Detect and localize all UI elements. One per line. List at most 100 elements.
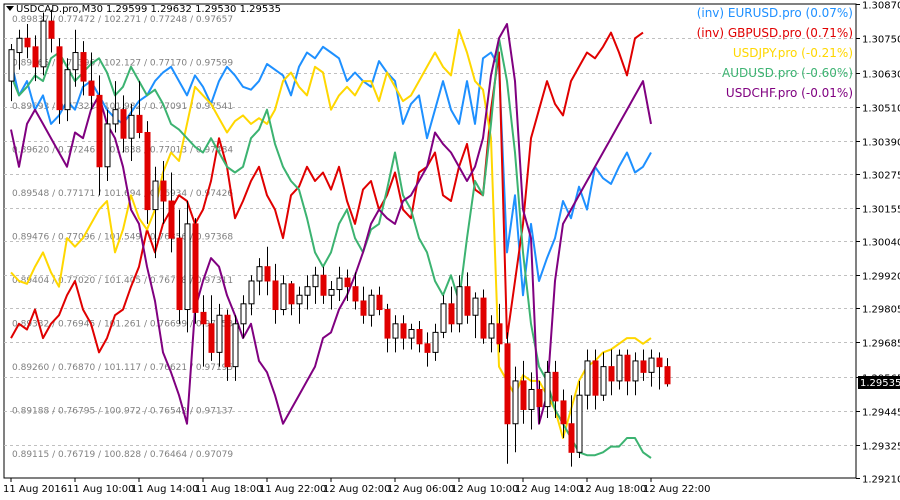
overlay-scale-label: 0.89620 / 0.77246 / 101.838 / 0.77013 / …	[12, 146, 233, 156]
candle-body-down	[384, 309, 391, 339]
series-line-usdjpy-pro	[10, 28, 652, 439]
candle-body-down	[136, 114, 143, 133]
candle	[576, 380, 583, 459]
candle	[320, 266, 327, 304]
candle	[360, 286, 367, 324]
x-tick-label: 12 Aug 10:00	[451, 484, 518, 495]
candle	[304, 275, 311, 310]
legend-entry: USDCHF.pro (-0.01%)	[726, 86, 853, 100]
candle-body-down	[640, 360, 647, 373]
candle-body-down	[608, 366, 615, 382]
candle-body-down	[56, 46, 63, 111]
candle-body-down	[144, 131, 151, 211]
candle	[408, 323, 415, 350]
header: USDCAD.pro,M30 1.29599 1.29632 1.29530 1…	[6, 4, 281, 15]
candle	[496, 303, 503, 353]
overlay-scale-label: 0.89188 / 0.76795 / 100.972 / 0.76542 / …	[12, 407, 233, 417]
candle	[464, 272, 471, 324]
candle-body-down	[32, 46, 39, 68]
candle	[80, 41, 87, 96]
candle	[632, 352, 639, 396]
candle-body-down	[224, 314, 231, 368]
y-tick-label: 1.29685	[862, 339, 900, 350]
current-price-marker: 1.29535	[858, 376, 900, 389]
candle-body-up	[72, 52, 79, 71]
y-tick-label: 1.30630	[862, 70, 900, 81]
candle-body-up	[392, 323, 399, 339]
candle	[608, 349, 615, 396]
legend-entry: (inv) GBPUSD.pro (0.71%)	[697, 26, 853, 40]
candle-body-down	[160, 180, 167, 202]
candle	[528, 372, 535, 430]
candle	[8, 43, 15, 102]
candle-body-down	[320, 274, 327, 296]
overlay-scale-labels: 0.89837 / 0.77472 / 102.271 / 0.77248 / …	[12, 15, 233, 460]
candle	[64, 58, 71, 122]
candle	[592, 349, 599, 410]
candle	[120, 95, 127, 153]
y-tick-label: 1.30275	[862, 171, 900, 182]
candle-body-up	[16, 37, 23, 54]
candle-body-down	[520, 380, 527, 410]
candle-body-up	[184, 223, 191, 311]
candle	[280, 275, 287, 316]
candle	[584, 349, 591, 410]
candle-body-up	[296, 294, 303, 305]
candle-body-up	[432, 331, 439, 353]
candles	[8, 9, 671, 467]
candle	[232, 315, 239, 381]
series-line-inv-gbpusd-pro	[10, 31, 644, 354]
candle	[560, 389, 567, 439]
candle-body-up	[616, 354, 623, 382]
candle	[176, 209, 183, 324]
candle	[376, 286, 383, 316]
candle	[32, 35, 39, 82]
candle-body-up	[512, 380, 519, 425]
x-tick-label: 11 Aug 14:00	[131, 484, 198, 495]
overlay-scale-label: 0.89332 / 0.76945 / 101.261 / 0.76699 / …	[12, 320, 233, 330]
candle	[216, 303, 223, 367]
y-tick-label: 1.30870	[862, 1, 900, 12]
candle-body-down	[80, 52, 87, 82]
candle-body-up	[280, 283, 287, 311]
candle-body-down	[480, 297, 487, 339]
candle	[328, 280, 335, 310]
candle	[256, 258, 263, 296]
candle	[152, 166, 159, 259]
candle-body-up	[40, 20, 47, 68]
x-tick-label: 12 Aug 14:00	[515, 484, 582, 495]
candle	[16, 29, 23, 70]
candle-body-up	[472, 297, 479, 316]
candle-body-up	[232, 323, 239, 368]
candle-body-down	[88, 80, 95, 96]
candle-body-up	[328, 289, 335, 296]
x-tick-label: 12 Aug 02:00	[323, 484, 390, 495]
symbol-dropdown-icon[interactable]	[6, 6, 14, 11]
x-tick-label: 12 Aug 06:00	[387, 484, 454, 495]
candle-body-down	[96, 94, 103, 168]
legend-entry: AUDUSD.pro (-0.60%)	[722, 66, 853, 80]
legend-entry: (inv) EURUSD.pro (0.07%)	[697, 6, 853, 20]
candle-body-up	[576, 394, 583, 453]
candle	[368, 289, 375, 327]
y-tick-label: 1.29805	[862, 305, 900, 316]
candle	[192, 218, 199, 324]
candle	[448, 286, 455, 333]
candle-body-down	[424, 343, 431, 353]
candle-body-down	[664, 366, 671, 385]
candle	[648, 349, 655, 387]
candle-body-up	[648, 357, 655, 373]
price-tag-text: 1.29535	[860, 378, 900, 389]
candle	[88, 52, 95, 110]
candle	[656, 352, 663, 390]
candle	[160, 161, 167, 224]
candle	[624, 349, 631, 396]
candle-body-up	[368, 294, 375, 316]
y-tick-label: 1.30155	[862, 205, 900, 216]
overlay-scale-label: 0.89693 / 0.77321 / 101.982 / 0.77091 / …	[12, 102, 233, 112]
candle-body-up	[528, 388, 535, 410]
price-tag-box	[858, 376, 900, 389]
candle-body-down	[376, 294, 383, 311]
